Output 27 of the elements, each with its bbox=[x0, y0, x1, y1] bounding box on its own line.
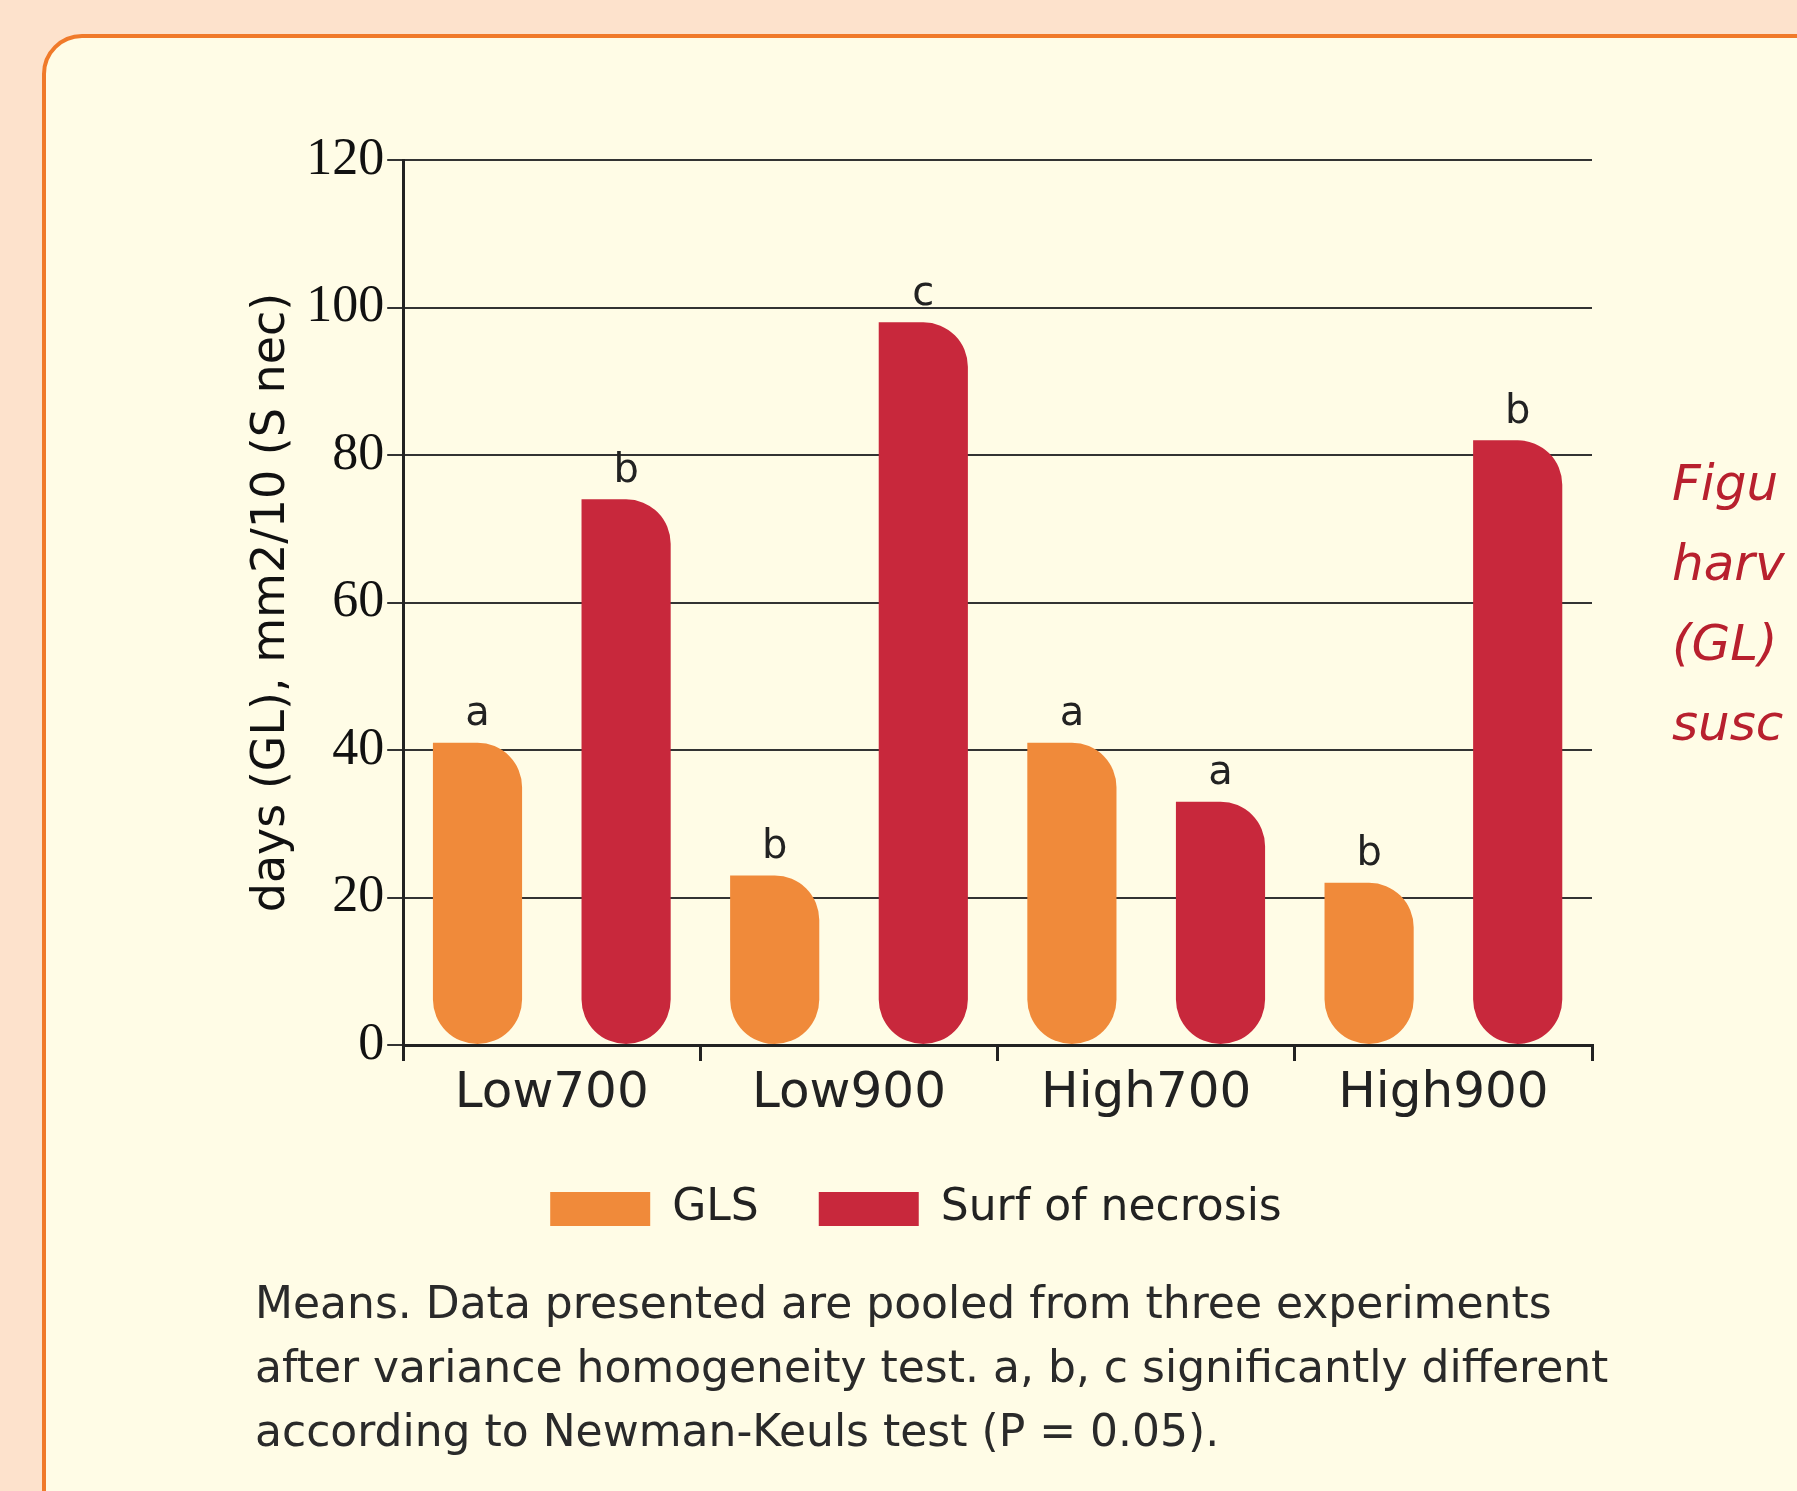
data-label: b bbox=[613, 444, 639, 491]
x-tick-label: High700 bbox=[1041, 1060, 1252, 1119]
legend-label: Surf of necrosis bbox=[940, 1179, 1282, 1231]
text: (GL) bbox=[1672, 614, 1778, 672]
text: harv bbox=[1672, 534, 1786, 592]
y-tick-label: 60 bbox=[332, 570, 385, 628]
y-axis-title: days (GL), mm2/10 (S nec) bbox=[240, 292, 295, 913]
x-tick-label: Low700 bbox=[454, 1060, 649, 1119]
y-tick-label: 100 bbox=[306, 275, 385, 333]
y-tick-label: 80 bbox=[332, 422, 385, 480]
text: Means. Data presented are pooled from three experiments after variance homogeneity test. a, b, c significantly different according to Newman-Keuls test (P = 0.05). bbox=[255, 1277, 1609, 1456]
text: Figu bbox=[1672, 454, 1779, 512]
data-label: a bbox=[465, 688, 490, 735]
y-tick-label: 0 bbox=[358, 1012, 385, 1070]
x-tick-label: Low900 bbox=[752, 1060, 946, 1119]
x-tick-label: High900 bbox=[1338, 1060, 1549, 1119]
data-label: a bbox=[1059, 688, 1085, 735]
text: susc bbox=[1672, 694, 1784, 752]
data-label: b bbox=[762, 820, 788, 867]
y-tick-label: 120 bbox=[306, 127, 385, 185]
data-label: b bbox=[1356, 828, 1382, 875]
data-label: c bbox=[912, 267, 935, 314]
data-label: b bbox=[1505, 385, 1531, 432]
legend-label: GLS bbox=[672, 1179, 759, 1231]
y-tick-label: 20 bbox=[332, 865, 385, 923]
data-label: a bbox=[1208, 747, 1233, 794]
y-tick-label: 40 bbox=[332, 717, 385, 775]
